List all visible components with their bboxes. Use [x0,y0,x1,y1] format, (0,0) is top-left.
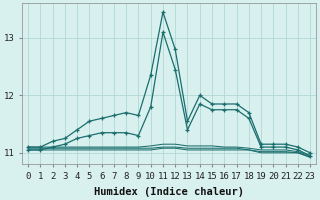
X-axis label: Humidex (Indice chaleur): Humidex (Indice chaleur) [94,186,244,197]
